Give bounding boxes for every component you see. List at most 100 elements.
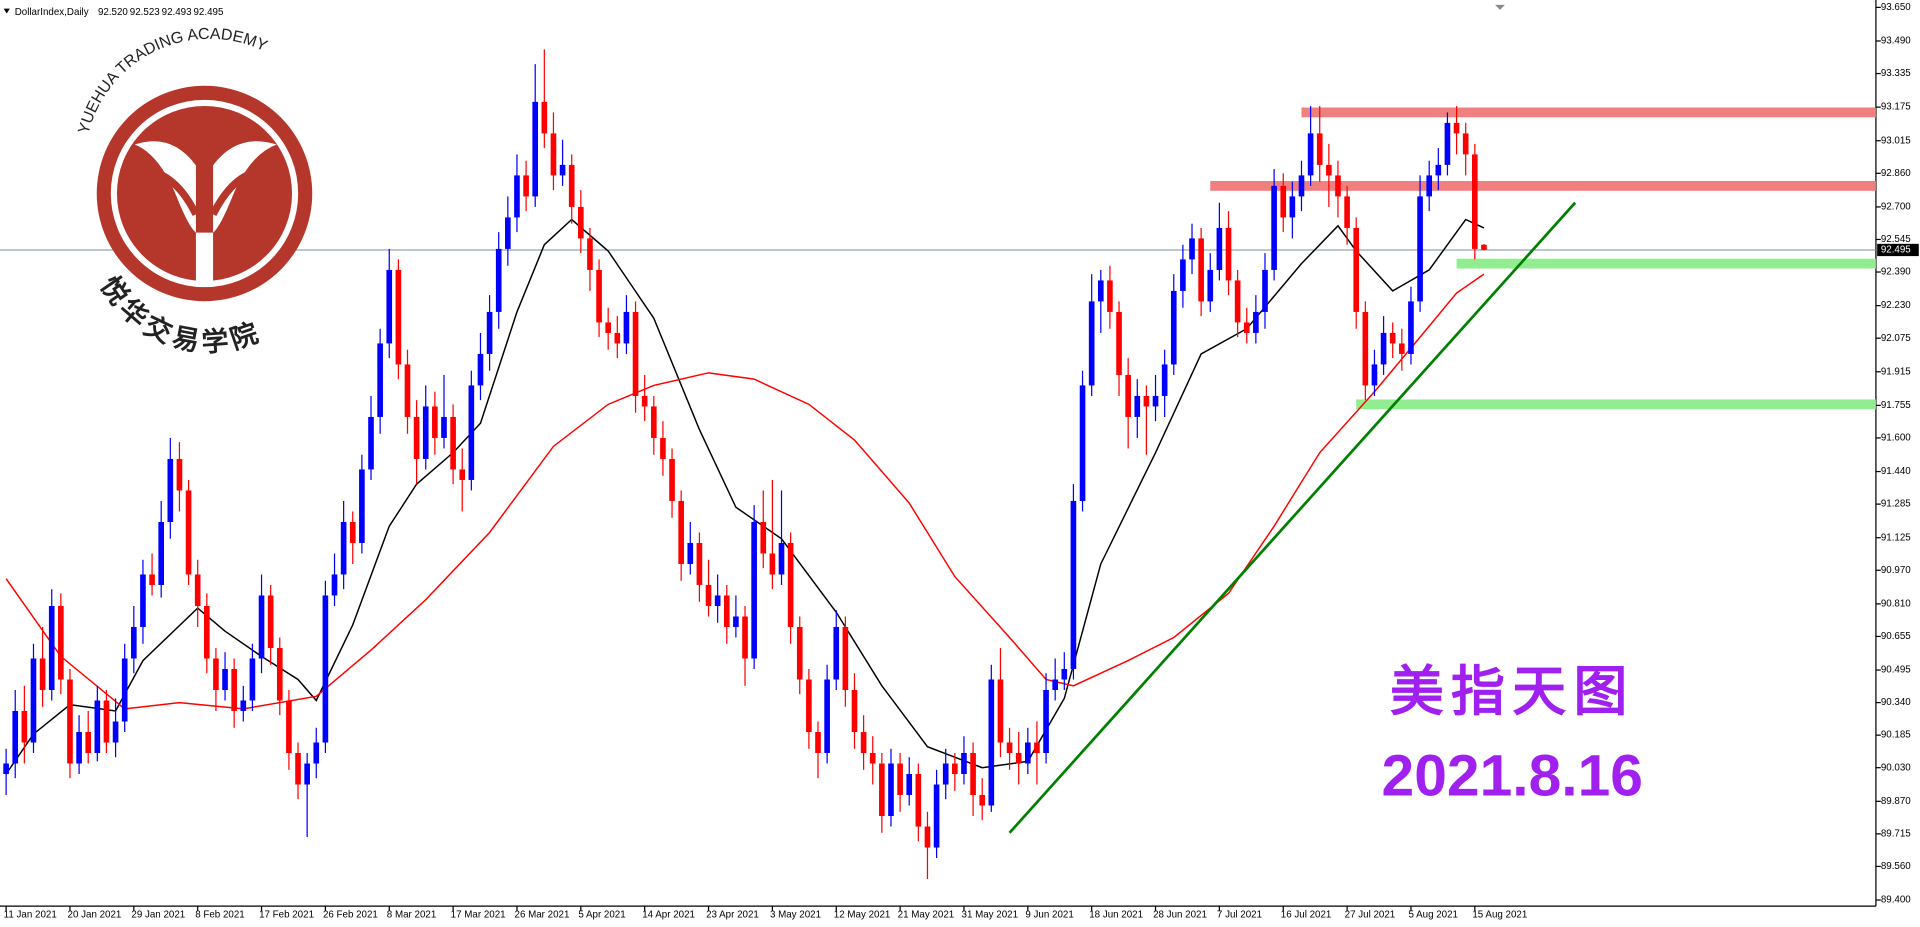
candle-body [860, 732, 867, 754]
y-tick-label: 90.495 [1881, 665, 1911, 676]
candle-body [541, 101, 548, 134]
candle-body [185, 490, 192, 575]
candle-body [422, 406, 429, 459]
candle-body [1061, 668, 1068, 680]
header-value: 92.493 [162, 7, 192, 18]
price-box [1877, 243, 1919, 257]
x-tick-label: 20 Jan 2021 [68, 909, 122, 920]
candle-body [477, 353, 484, 386]
candle-body [76, 732, 82, 764]
candle-body [632, 311, 639, 396]
y-tick-label: 90.970 [1881, 565, 1911, 576]
candle-body [979, 795, 986, 806]
annotation: 2021.8.16 [1382, 744, 1643, 809]
x-tick-label: 5 Aug 2021 [1409, 909, 1459, 920]
candle-body [523, 175, 529, 197]
candle-body [1243, 322, 1250, 333]
candle-body [1444, 122, 1451, 165]
moving-average [5, 273, 1485, 710]
candle-body [596, 269, 602, 323]
candle-body [1152, 395, 1159, 407]
candle-body [30, 658, 37, 743]
candle-body [897, 763, 903, 796]
candle-body [1070, 500, 1077, 669]
candle-body [1380, 332, 1387, 365]
y-tick-label: 93.015 [1881, 135, 1911, 146]
candle-body [295, 753, 301, 785]
x-tick-label: 9 Jun 2021 [1025, 909, 1073, 920]
y-tick-label: 91.440 [1881, 466, 1911, 477]
candle-body [58, 605, 64, 680]
candle-body [131, 626, 137, 659]
candle-body [94, 700, 101, 754]
y-tick-label: 93.335 [1881, 68, 1911, 79]
candle-body [514, 175, 520, 218]
candle-body [149, 574, 155, 585]
candle-body [1481, 244, 1487, 250]
candle-body [942, 763, 949, 785]
candle-body [459, 469, 466, 480]
header-value: 92.523 [130, 7, 160, 18]
candle-body [1471, 154, 1478, 249]
candle-body [249, 658, 256, 701]
candle-body [203, 605, 210, 659]
candle-body [85, 732, 92, 754]
candle-body [1453, 122, 1460, 134]
candle-body [1198, 238, 1204, 302]
y-tick-label: 91.755 [1881, 400, 1911, 411]
x-tick-label: 17 Feb 2021 [259, 909, 314, 920]
candle-body [723, 595, 730, 627]
candle-body [751, 521, 757, 659]
candle-body [906, 774, 913, 796]
candle-body [605, 322, 612, 333]
candle-body [1253, 311, 1259, 333]
moving-average [5, 218, 1485, 775]
candle-body [322, 595, 329, 743]
x-tick-label: 8 Mar 2021 [387, 909, 436, 920]
y-tick-label: 90.340 [1881, 697, 1911, 708]
candle-body [705, 584, 712, 606]
x-tick-label: 29 Jan 2021 [131, 909, 185, 920]
candle-body [441, 416, 447, 438]
y-tick-label: 92.700 [1881, 202, 1911, 213]
y-tick-label: 93.490 [1881, 36, 1911, 47]
x-tick-label: 23 Apr 2021 [706, 909, 759, 920]
y-tick-label: 91.285 [1881, 499, 1911, 510]
candle-body [450, 416, 456, 470]
y-tick-label: 89.870 [1881, 796, 1911, 807]
y-tick-label: 92.860 [1881, 168, 1911, 179]
x-tick-label: 16 Jul 2021 [1281, 909, 1332, 920]
candle-body [915, 774, 922, 827]
candle-body [1344, 196, 1350, 228]
candle-body [340, 521, 347, 575]
x-tick-label: 27 Jul 2021 [1345, 909, 1396, 920]
candle-body [213, 658, 219, 690]
candle-body [1189, 238, 1195, 260]
y-tick-label: 93.175 [1881, 102, 1911, 113]
candle-body [386, 269, 393, 344]
x-tick-label: 26 Feb 2021 [323, 909, 378, 920]
candle-body [3, 763, 9, 775]
candle-body [1043, 689, 1049, 754]
candle-body [331, 574, 338, 596]
candle-body [194, 574, 201, 606]
x-tick-label: 31 May 2021 [962, 909, 1019, 920]
candle-body [404, 364, 411, 417]
candle-body [1161, 364, 1168, 396]
candle-body [550, 133, 557, 176]
candle-body [112, 721, 119, 743]
candle-body [1408, 301, 1414, 354]
header-arrow [3, 8, 10, 14]
candle-body [787, 542, 794, 627]
logo-ring [110, 99, 299, 288]
candle-body [1389, 332, 1396, 344]
candle-body [714, 595, 721, 606]
candle-body [1326, 164, 1332, 176]
candle-body [568, 164, 575, 207]
candle-body [1271, 185, 1277, 270]
candle-body [1024, 742, 1031, 764]
logo-mark-detail [150, 167, 259, 216]
y-tick-label: 90.810 [1881, 598, 1911, 609]
candle-body [733, 616, 739, 627]
